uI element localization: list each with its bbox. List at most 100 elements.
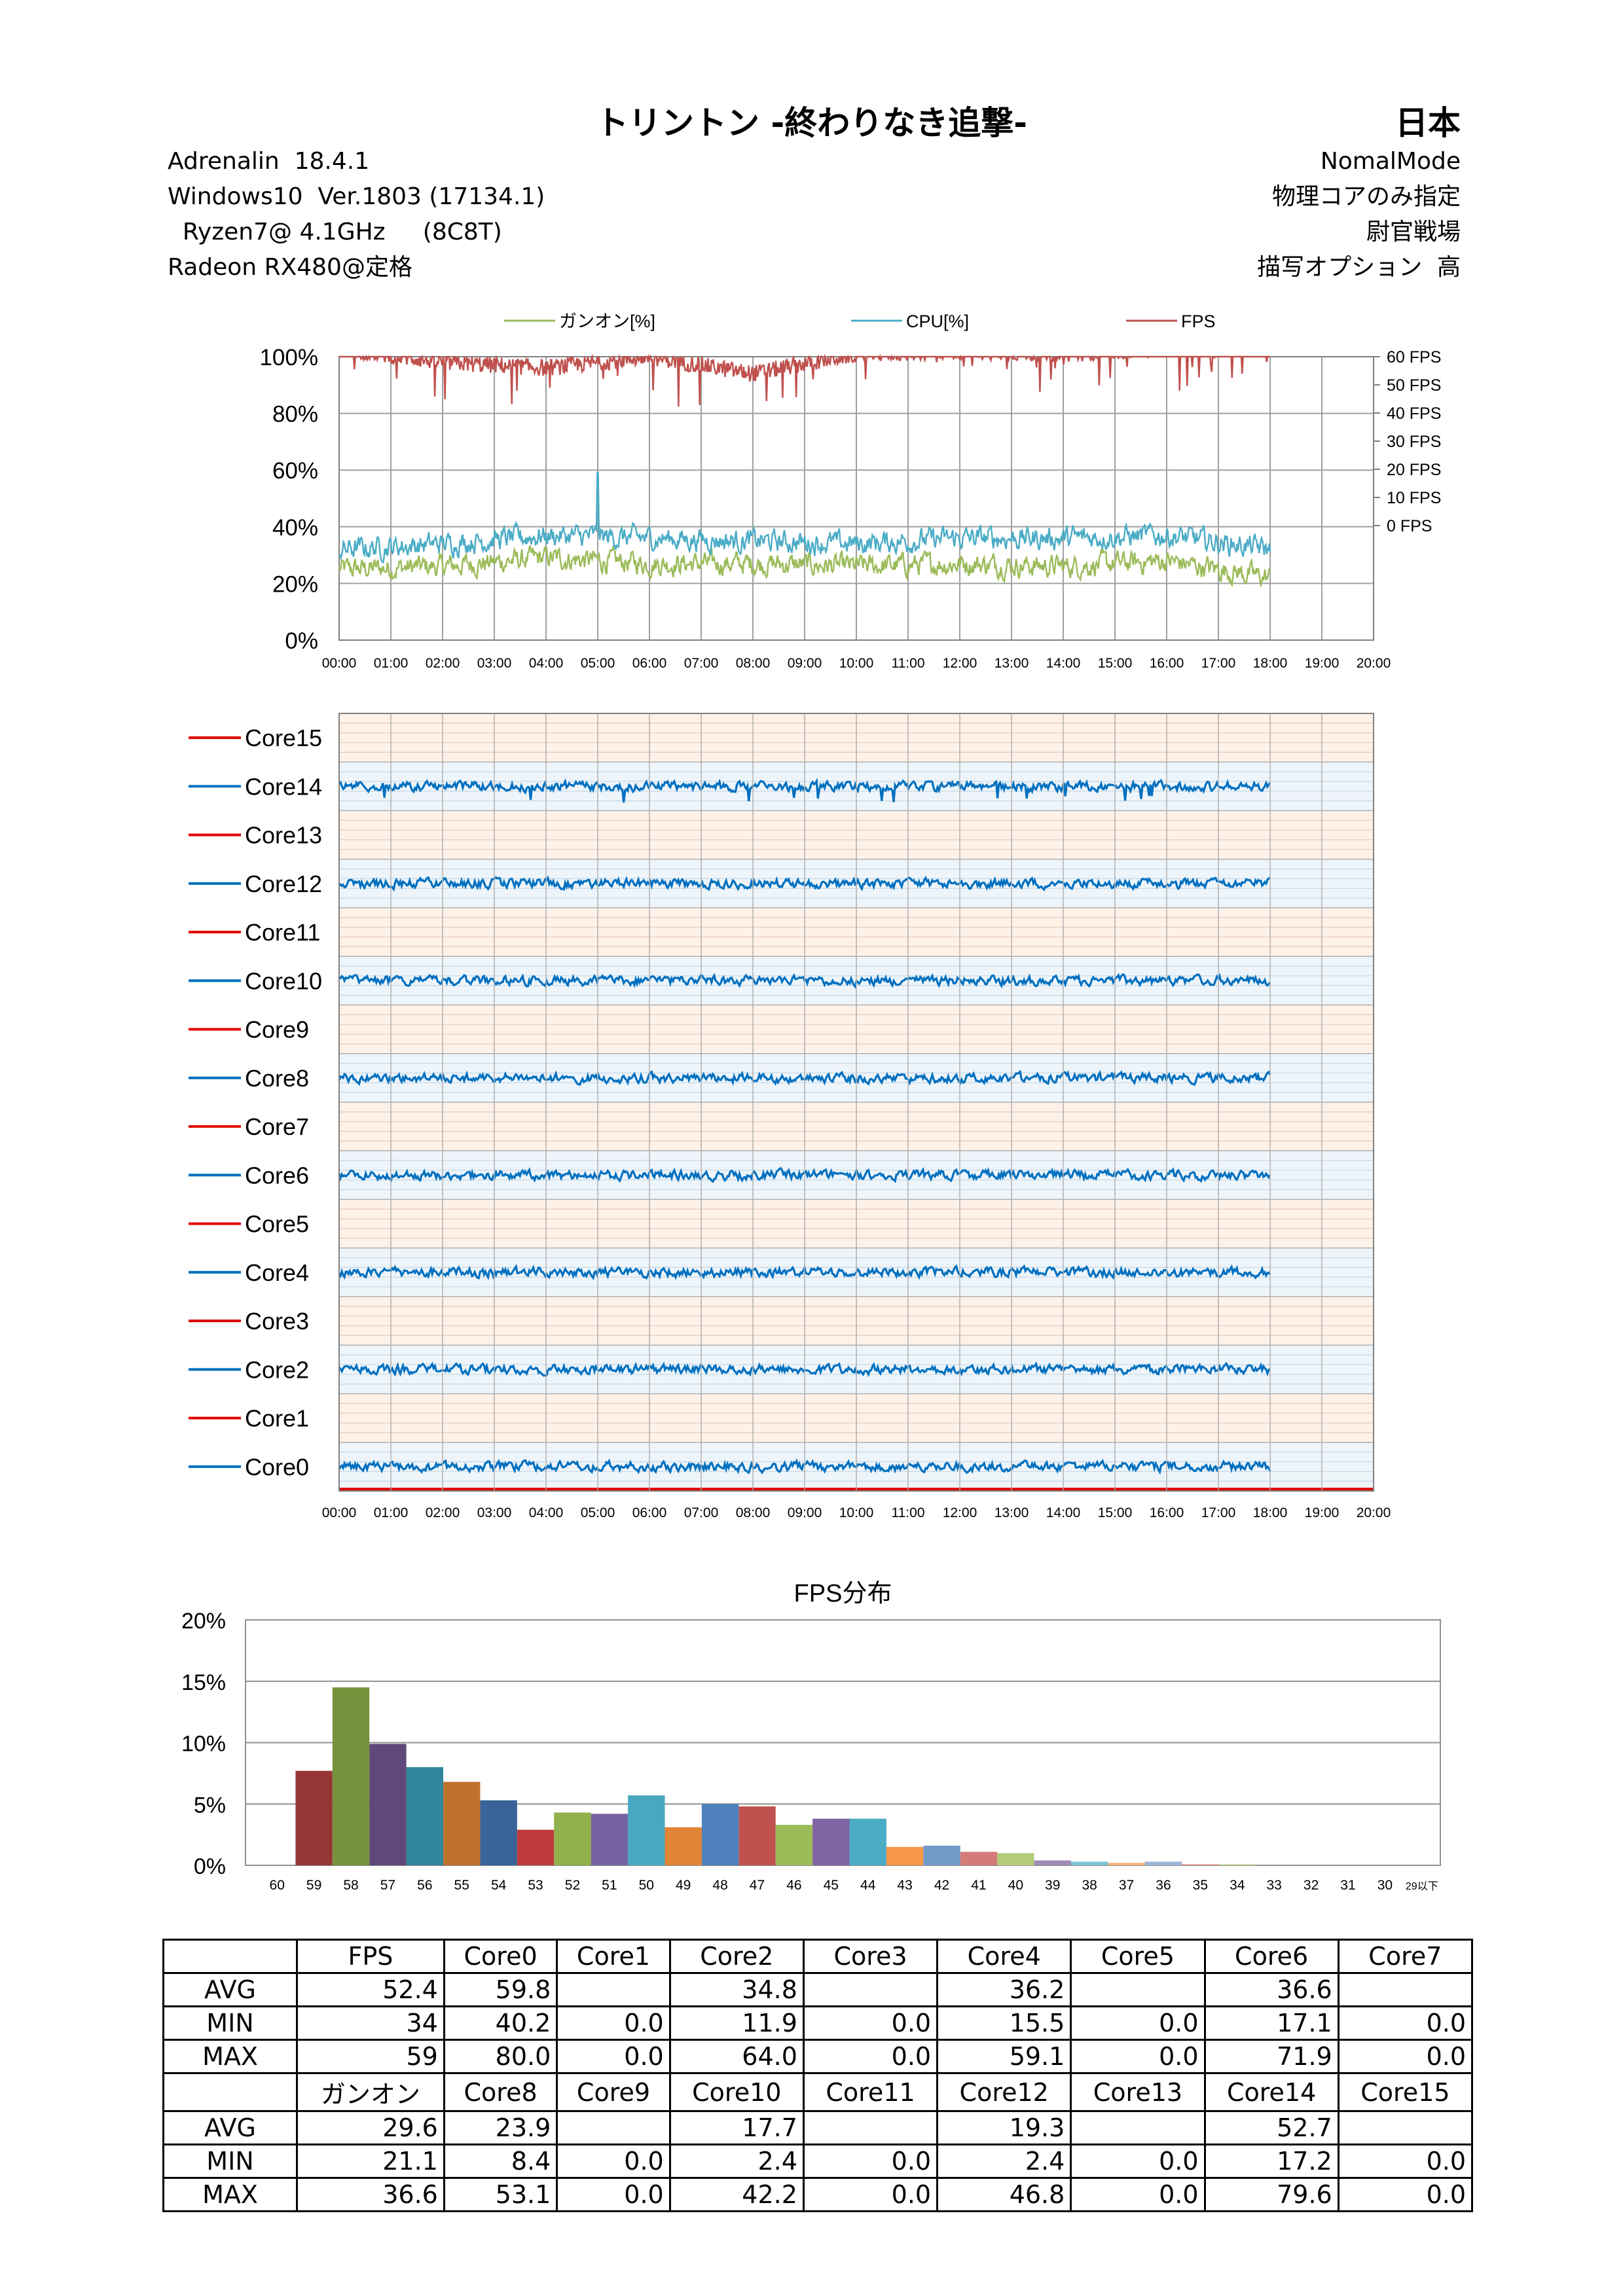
x-tick-label: 44 — [860, 1878, 876, 1893]
x-tick-label: 60 — [270, 1878, 285, 1893]
x-tick-label: 47 — [750, 1878, 765, 1893]
x-tick-label: 16:00 — [1150, 1505, 1184, 1520]
x-tick-label: 10:00 — [839, 656, 874, 671]
table-row: MAX 36.6 53.1 0.0 42.2 0.0 46.8 0.0 79.6 0.0 — [162, 2177, 1474, 2212]
column-header: Core1 — [556, 1939, 671, 1974]
graphics-option: 描写オプション 高 — [1257, 254, 1461, 281]
stat-value: 59.1 — [936, 2039, 1072, 2074]
x-tick-label: 18:00 — [1253, 656, 1288, 671]
stat-value: 36.6 — [1203, 1972, 1340, 2007]
series-line-fps — [339, 353, 1270, 407]
stat-value: 0.0 — [1337, 2039, 1474, 2074]
x-tick-label: 32 — [1304, 1878, 1319, 1893]
fps-bar-47 — [739, 1806, 776, 1865]
column-header: Core11 — [802, 2072, 939, 2112]
core-legend-label: Core7 — [245, 1113, 309, 1140]
x-tick-label: 12:00 — [943, 1505, 977, 1520]
column-header: Core14 — [1203, 2072, 1340, 2112]
stat-value — [1337, 1972, 1474, 2007]
y-tick-label: 5% — [194, 1793, 226, 1818]
column-header: Core12 — [936, 2072, 1072, 2112]
fps-bar-42 — [923, 1846, 960, 1865]
fps-bar-50 — [628, 1795, 665, 1865]
y-tick-label: 15% — [181, 1670, 226, 1695]
x-tick-label: 04:00 — [529, 656, 564, 671]
x-tick-label: 31 — [1340, 1878, 1355, 1893]
row-label: AVG — [162, 2110, 298, 2145]
fps-bar-51 — [591, 1814, 629, 1865]
row-label: MAX — [162, 2177, 298, 2212]
y2-tick-label: 30 FPS — [1387, 433, 1441, 451]
stat-value: 42.2 — [668, 2177, 805, 2212]
x-tick-label: 01:00 — [374, 656, 409, 671]
driver-version: Adrenalin 18.4.1 — [168, 148, 370, 175]
x-tick-label: 13:00 — [994, 1505, 1029, 1520]
y2-tick-label: 0 FPS — [1387, 517, 1432, 535]
x-tick-label: 56 — [417, 1878, 432, 1893]
stat-value: 0.0 — [1070, 2005, 1206, 2041]
x-tick-label: 00:00 — [322, 656, 357, 671]
legend-label-cpu: CPU[%] — [906, 312, 969, 331]
fps-bar-39 — [1034, 1860, 1071, 1865]
fps-distribution-chart: FPS分布 20% 15% 10% 5% 0% 60 59 58 57 56 55 54 53 52 51 50… — [181, 1580, 1441, 1893]
fps-bar-59 — [295, 1770, 333, 1865]
fps-bar-45 — [812, 1818, 850, 1865]
stat-value: 59.8 — [443, 1972, 558, 2007]
x-tick-label: 17:00 — [1201, 1505, 1236, 1520]
fps-bar-41 — [960, 1852, 998, 1865]
x-tick-label: 06:00 — [632, 1505, 667, 1520]
game-mode: NomalMode — [1320, 148, 1461, 175]
column-header: FPS — [296, 1939, 445, 1974]
stat-value: 52.4 — [296, 1972, 445, 2007]
x-tick-label: 04:00 — [529, 1505, 564, 1520]
stat-value: 0.0 — [556, 2039, 671, 2074]
y2-tick-label: 60 FPS — [1387, 348, 1441, 367]
x-tick-label: 40 — [1008, 1878, 1023, 1893]
column-header: Core2 — [668, 1939, 805, 1974]
x-tick-label: 57 — [380, 1878, 395, 1893]
fps-bar-46 — [775, 1825, 813, 1865]
stat-value: 2.4 — [668, 2144, 805, 2179]
fps-bar-48 — [701, 1804, 739, 1865]
battlefield: 尉官戦場 — [1366, 219, 1461, 245]
stat-value: 0.0 — [556, 2177, 671, 2212]
table-row: AVG 52.4 59.8 34.8 36.2 36.6 — [162, 1972, 1474, 2007]
core-setting: 物理コアのみ指定 — [1271, 183, 1461, 210]
stat-value: 19.3 — [936, 2110, 1072, 2145]
x-tick-label: 08:00 — [736, 656, 771, 671]
y2-tick-label: 40 FPS — [1387, 404, 1441, 423]
os-version: Windows10 Ver.1803 (17134.1) — [168, 183, 545, 210]
stat-value — [802, 2110, 939, 2145]
x-tick-label: 03:00 — [477, 1505, 512, 1520]
x-tick-label: 50 — [639, 1878, 654, 1893]
x-tick-label: 30 — [1377, 1878, 1393, 1893]
x-tick-label: 01:00 — [374, 1505, 409, 1520]
core-timeline-chart: Core15 Core14 Core13 Core12 Core11 Core10 Core… — [189, 713, 1391, 1520]
x-tick-label: 53 — [528, 1878, 543, 1893]
x-tick-label: 11:00 — [892, 656, 925, 671]
stat-value: 0.0 — [802, 2005, 939, 2041]
y-tick-label: 60% — [272, 458, 318, 484]
core-legend-label: Core3 — [245, 1308, 309, 1335]
x-tick-label: 29以下 — [1406, 1881, 1438, 1892]
x-tick-label: 45 — [824, 1878, 839, 1893]
core-legend-label: Core4 — [245, 1259, 309, 1286]
y-tick-label: 100% — [259, 345, 318, 370]
stat-value: 0.0 — [802, 2177, 939, 2212]
stat-value: 59 — [296, 2039, 445, 2074]
stat-value: 17.7 — [668, 2110, 805, 2145]
y-tick-label: 10% — [181, 1732, 226, 1757]
row-label: MIN — [162, 2005, 298, 2041]
x-tick-label: 09:00 — [788, 1505, 822, 1520]
y2-tick-label: 50 FPS — [1387, 376, 1441, 395]
x-tick-label: 05:00 — [581, 1505, 615, 1520]
stat-value: 52.7 — [1203, 2110, 1340, 2145]
table-header-row: ガンオン Core8 Core9 Core10 Core11 Core12 Core13 Co… — [162, 2072, 1474, 2112]
fps-bar-49 — [665, 1827, 702, 1865]
stat-value: 34.8 — [668, 1972, 805, 2007]
stat-value: 23.9 — [443, 2110, 558, 2145]
series-line-cpu — [338, 472, 1271, 564]
stat-value: 2.4 — [936, 2144, 1072, 2179]
legend-label-ganon: ガンオン[%] — [559, 312, 655, 331]
cpu-info: Ryzen7@ 4.1GHz (8C8T) — [168, 219, 502, 245]
